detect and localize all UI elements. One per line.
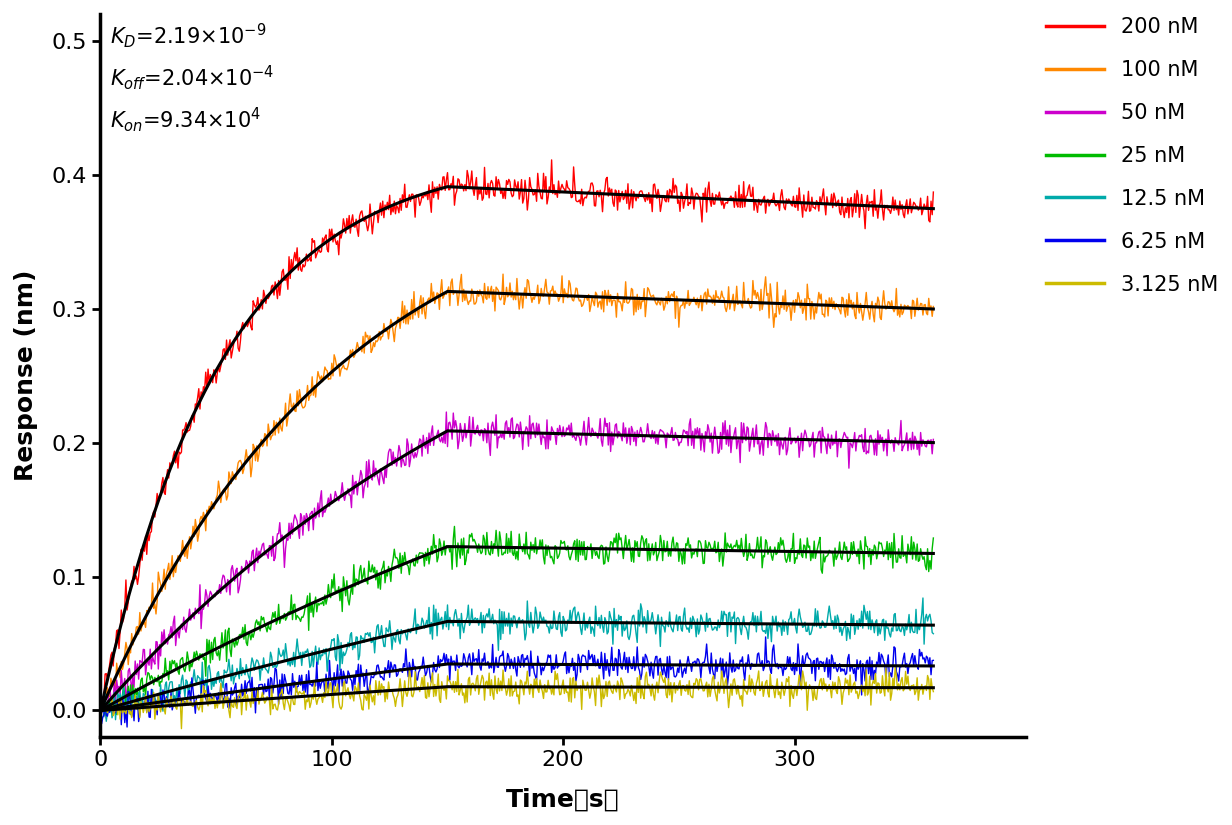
X-axis label: Time（s）: Time（s） — [506, 787, 620, 811]
Text: $K_D$=2.19×10$^{-9}$
$K_{off}$=2.04×10$^{-4}$
$K_{on}$=9.34×10$^{4}$: $K_D$=2.19×10$^{-9}$ $K_{off}$=2.04×10$^… — [110, 21, 275, 134]
Y-axis label: Response (nm): Response (nm) — [14, 270, 38, 481]
Legend: 200 nM, 100 nM, 50 nM, 25 nM, 12.5 nM, 6.25 nM, 3.125 nM: 200 nM, 100 nM, 50 nM, 25 nM, 12.5 nM, 6… — [1046, 17, 1217, 295]
